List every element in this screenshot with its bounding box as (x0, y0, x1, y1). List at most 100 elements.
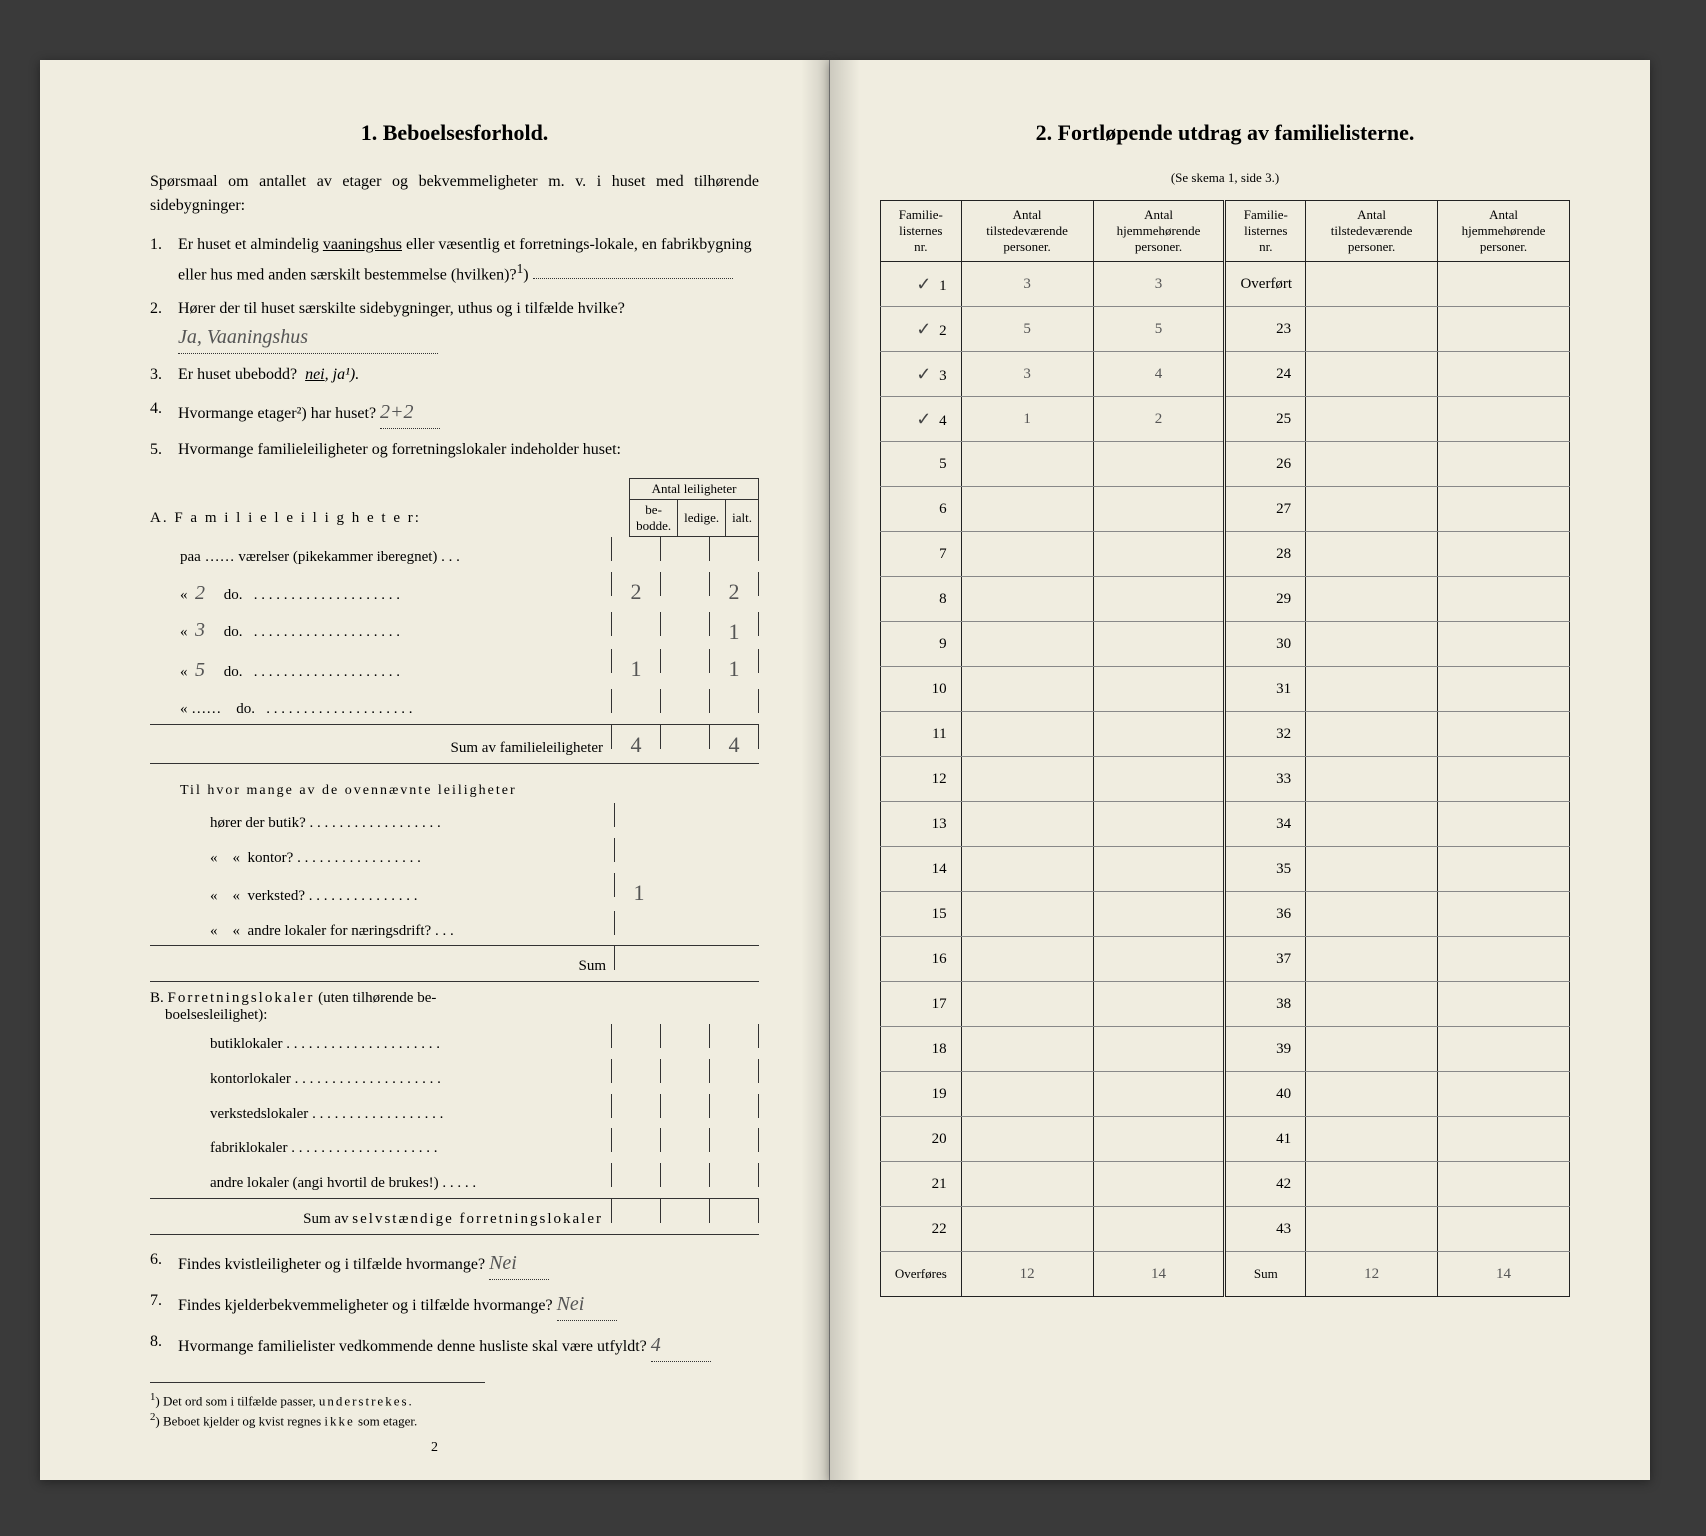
extract-row: 1435 (881, 847, 1570, 892)
row-tilstede-right (1306, 892, 1438, 937)
mid-q3: « « verksted? . . . . . . . . . . . . . … (150, 873, 759, 911)
row-nr-left: 15 (881, 892, 962, 937)
row-tilstede-right (1306, 712, 1438, 757)
row-hjemme-left (1093, 1027, 1225, 1072)
row-hjemme-left (1093, 1117, 1225, 1162)
row-hjemme-right (1438, 712, 1570, 757)
row-nr-right: 29 (1225, 577, 1306, 622)
section-a: A. F a m i l i e l e i l i g h e t e r: … (150, 472, 759, 1234)
row-hjemme-left (1093, 847, 1225, 892)
row-tilstede-left (961, 847, 1093, 892)
row-nr-right: 40 (1225, 1072, 1306, 1117)
extract-row: 1637 (881, 937, 1570, 982)
extract-row: 1940 (881, 1072, 1570, 1117)
th-tilstede-2: Antaltilstedeværendepersoner. (1306, 201, 1438, 262)
page-number-left: 2 (431, 1440, 438, 1456)
b-sum-row: Sum av selvstændige forretningslokaler (150, 1198, 759, 1235)
overfores-a: 12 (961, 1252, 1093, 1297)
th-bebodde: be-bodde. (630, 500, 678, 537)
a-row-3: « 3 do. . . . . . . . . . . . . . . . . … (150, 612, 759, 649)
row-nr-left: 8 (881, 577, 962, 622)
row-nr-right: 34 (1225, 802, 1306, 847)
row-tilstede-left: 3 (961, 352, 1093, 397)
row-nr-right: 25 (1225, 397, 1306, 442)
section-b-title: B. Forretningslokaler (uten tilhørende b… (150, 990, 759, 1024)
row-tilstede-right (1306, 757, 1438, 802)
row-hjemme-left: 3 (1093, 262, 1225, 307)
row-nr-left: 17 (881, 982, 962, 1027)
row-nr-left: 19 (881, 1072, 962, 1117)
row-nr-right: 26 (1225, 442, 1306, 487)
mid-sum: Sum (150, 945, 759, 982)
row-tilstede-right (1306, 487, 1438, 532)
row-tilstede-right (1306, 577, 1438, 622)
row-nr-right: 31 (1225, 667, 1306, 712)
b-row-1: butiklokaler . . . . . . . . . . . . . .… (150, 1024, 759, 1059)
row-nr-left: 6 (881, 487, 962, 532)
intro-text: Spørsmaal om antallet av etager og bekve… (150, 170, 759, 218)
mid-q2: « « kontor? . . . . . . . . . . . . . . … (150, 838, 759, 873)
row-nr-left: 12 (881, 757, 962, 802)
row-hjemme-right (1438, 757, 1570, 802)
row-tilstede-left: 5 (961, 307, 1093, 352)
row-nr-left: 22 (881, 1207, 962, 1252)
row-hjemme-left (1093, 1072, 1225, 1117)
b-row-5: andre lokaler (angi hvortil de brukes!) … (150, 1163, 759, 1198)
row-nr-right: 36 (1225, 892, 1306, 937)
row-tilstede-right (1306, 667, 1438, 712)
row-hjemme-left: 2 (1093, 397, 1225, 442)
a-row-2: « 2 do. . . . . . . . . . . . . . . . . … (150, 572, 759, 612)
row-hjemme-right (1438, 937, 1570, 982)
row-tilstede-left (961, 622, 1093, 667)
row-nr-left: 9 (881, 622, 962, 667)
row-hjemme-left (1093, 712, 1225, 757)
row-hjemme-right (1438, 667, 1570, 712)
row-tilstede-right (1306, 262, 1438, 307)
q3-number: 3. (150, 362, 178, 388)
row-nr-left: ✓ 2 (881, 307, 962, 352)
th-tilstede-1: Antaltilstedeværendepersoner. (961, 201, 1093, 262)
a-row-1: paa …… værelser (pikekammer iberegnet) .… (150, 537, 759, 572)
th-hjemme-1: Antalhjemmehørendepersoner. (1093, 201, 1225, 262)
q3-ja: ja¹). (333, 366, 360, 383)
extract-row: 627 (881, 487, 1570, 532)
q2-answer: Ja, Vaaningshus (178, 321, 438, 354)
q1-number: 1. (150, 232, 178, 288)
q5-number: 5. (150, 437, 178, 463)
mid-q1: hører der butik? . . . . . . . . . . . .… (150, 803, 759, 838)
extract-sum-row: Overføres1214Sum1214 (881, 1252, 1570, 1297)
row-tilstede-right (1306, 847, 1438, 892)
row-nr-left: 5 (881, 442, 962, 487)
extract-row: ✓ 33424 (881, 352, 1570, 397)
row-hjemme-left (1093, 487, 1225, 532)
row-nr-left: 18 (881, 1027, 962, 1072)
a-row-4: « 5 do. . . . . . . . . . . . . . . . . … (150, 649, 759, 689)
row-nr-right: 39 (1225, 1027, 1306, 1072)
question-8: 8. Hvormange familielister vedkommende d… (150, 1329, 759, 1362)
row-hjemme-right (1438, 262, 1570, 307)
th-nr-2: Familie-listernesnr. (1225, 201, 1306, 262)
row-tilstede-right (1306, 1117, 1438, 1162)
spine-shadow (801, 60, 831, 1480)
row-tilstede-left (961, 1117, 1093, 1162)
row-tilstede-left (961, 442, 1093, 487)
row-nr-right: 37 (1225, 937, 1306, 982)
th-nr-1: Familie-listernesnr. (881, 201, 962, 262)
q8-answer: 4 (651, 1329, 711, 1362)
row-hjemme-left (1093, 532, 1225, 577)
row-tilstede-right (1306, 937, 1438, 982)
extract-row: ✓ 133Overført (881, 262, 1570, 307)
b-row-2: kontorlokaler . . . . . . . . . . . . . … (150, 1059, 759, 1094)
row-nr-right: 35 (1225, 847, 1306, 892)
footnote-2: 2) Beboet kjelder og kvist regnes ikke s… (150, 1411, 485, 1429)
footnotes: 1) Det ord som i tilfælde passer, unders… (150, 1382, 485, 1430)
row-tilstede-right (1306, 307, 1438, 352)
extract-row: 8 29 (881, 577, 1570, 622)
row-hjemme-right (1438, 532, 1570, 577)
row-nr-right: Overført (1225, 262, 1306, 307)
extract-row: 930 (881, 622, 1570, 667)
row-tilstede-right (1306, 532, 1438, 577)
row-hjemme-right (1438, 1162, 1570, 1207)
q5-text: Hvormange familieleiligheter og forretni… (178, 437, 759, 463)
row-tilstede-right (1306, 982, 1438, 1027)
